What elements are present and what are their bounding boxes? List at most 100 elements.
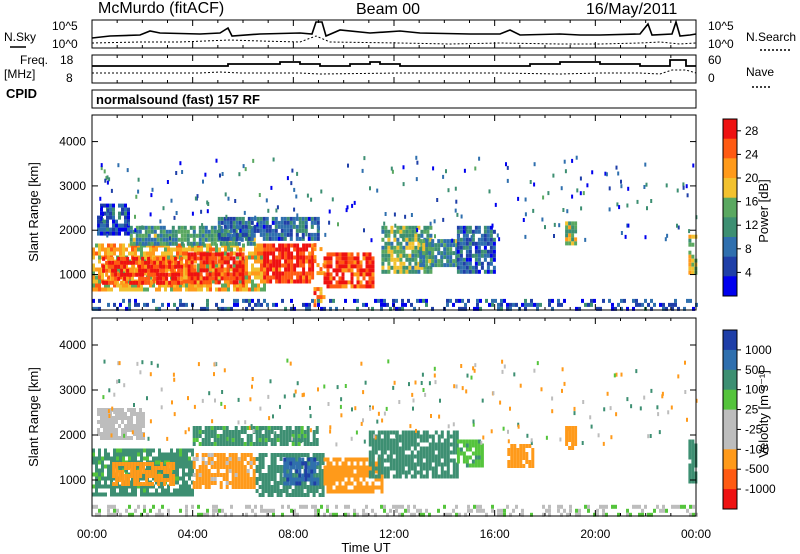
heatmap-cell bbox=[225, 485, 229, 489]
heatmap-cell bbox=[204, 477, 208, 481]
heatmap-cell bbox=[290, 251, 294, 256]
heatmap-cell bbox=[121, 420, 124, 424]
heatmap-cell bbox=[247, 236, 251, 241]
heatmap-cell bbox=[408, 237, 412, 242]
heatmap-cell bbox=[114, 260, 118, 265]
heatmap-cell bbox=[106, 219, 109, 224]
heatmap-cell bbox=[149, 419, 152, 424]
heatmap-cell bbox=[519, 448, 523, 452]
heatmap-cell bbox=[536, 302, 539, 307]
heatmap-cell bbox=[565, 225, 569, 230]
heatmap-cell bbox=[112, 227, 115, 232]
heatmap-cell bbox=[115, 470, 119, 474]
heatmap-cell bbox=[143, 484, 146, 489]
heatmap-cell bbox=[437, 438, 441, 443]
heatmap-cell bbox=[234, 477, 238, 481]
heatmap-cell bbox=[169, 474, 173, 478]
heatmap-cell bbox=[368, 489, 372, 494]
heatmap-cell bbox=[316, 477, 320, 482]
heatmap-cell bbox=[449, 247, 453, 252]
heatmap-cell bbox=[269, 379, 272, 384]
heatmap-cell bbox=[360, 421, 363, 426]
heatmap-cell bbox=[98, 275, 101, 280]
heatmap-cell bbox=[362, 418, 364, 423]
heatmap-cell bbox=[306, 453, 310, 457]
heatmap-cell bbox=[434, 263, 438, 268]
heatmap-cell bbox=[389, 446, 393, 451]
heatmap-cell bbox=[214, 276, 218, 281]
heatmap-cell bbox=[381, 225, 385, 230]
heatmap-cell bbox=[219, 225, 223, 230]
heatmap-cell bbox=[153, 272, 157, 277]
heatmap-cell bbox=[688, 439, 692, 444]
heatmap-cell bbox=[341, 465, 345, 470]
heatmap-cell bbox=[166, 180, 169, 184]
heatmap-cell bbox=[563, 298, 566, 303]
heatmap-cell bbox=[229, 256, 233, 261]
heatmap-cell bbox=[270, 430, 274, 434]
heatmap-cell bbox=[192, 225, 196, 230]
heatmap-cell bbox=[389, 466, 393, 471]
heatmap-cell bbox=[249, 461, 253, 465]
heatmap-cell bbox=[165, 272, 169, 277]
heatmap-cell bbox=[440, 430, 444, 435]
heatmap-cell bbox=[545, 435, 548, 440]
noise-search-line bbox=[91, 35, 697, 45]
heatmap-cell bbox=[323, 264, 327, 269]
heatmap-cell bbox=[310, 216, 314, 221]
heatmap-cell bbox=[257, 302, 260, 307]
heatmap-cell bbox=[179, 476, 182, 481]
heatmap-cell bbox=[222, 442, 226, 446]
heatmap-cell bbox=[384, 212, 387, 216]
heatmap-cell bbox=[688, 250, 692, 255]
heatmap-cell bbox=[124, 416, 127, 420]
heatmap-cell bbox=[261, 493, 265, 497]
heatmap-cell bbox=[395, 438, 399, 443]
heatmap-cell bbox=[261, 477, 265, 481]
heatmap-cell bbox=[462, 233, 466, 238]
heatmap-cell bbox=[341, 268, 345, 273]
heatmap-cell bbox=[225, 457, 229, 461]
heatmap-cell bbox=[329, 512, 332, 517]
heatmap-cell bbox=[140, 476, 143, 481]
heatmap-cell bbox=[298, 224, 302, 229]
heatmap-cell bbox=[293, 306, 296, 311]
heatmap-cell bbox=[465, 249, 469, 254]
heatmap-cell bbox=[240, 485, 244, 489]
heatmap-cell bbox=[267, 438, 271, 442]
heatmap-cell bbox=[290, 243, 294, 248]
heatmap-cell bbox=[328, 220, 331, 225]
heatmap-cell bbox=[273, 442, 277, 446]
heatmap-cell bbox=[127, 428, 130, 432]
heatmap-cell bbox=[284, 251, 288, 256]
heatmap-cell bbox=[528, 460, 532, 464]
heatmap-cell bbox=[142, 420, 145, 424]
heatmap-cell bbox=[283, 232, 287, 237]
heatmap-cell bbox=[201, 453, 205, 457]
colorbar-segment bbox=[723, 197, 737, 218]
heatmap-cell bbox=[270, 469, 274, 473]
heatmap-cell bbox=[159, 276, 163, 281]
heatmap-cell bbox=[130, 436, 133, 440]
heatmap-cell bbox=[286, 477, 290, 482]
heatmap-cell bbox=[118, 203, 121, 208]
heatmap-cell bbox=[197, 283, 200, 288]
heatmap-cell bbox=[172, 474, 176, 478]
heatmap-cell bbox=[419, 474, 423, 479]
heatmap-cell bbox=[128, 504, 131, 509]
heatmap-cell bbox=[437, 243, 441, 248]
heatmap-cell bbox=[477, 257, 481, 262]
heatmap-cell bbox=[390, 229, 394, 234]
heatmap-cell bbox=[480, 261, 484, 266]
heatmap-cell bbox=[414, 229, 418, 234]
colorbar-segment bbox=[723, 217, 737, 238]
heatmap-cell bbox=[350, 252, 354, 257]
heatmap-cell bbox=[149, 283, 152, 288]
heatmap-cell bbox=[108, 260, 112, 265]
heatmap-cell bbox=[437, 454, 441, 459]
heatmap-cell bbox=[386, 470, 390, 475]
heatmap-cell bbox=[446, 430, 450, 435]
heatmap-cell bbox=[368, 280, 372, 285]
heatmap-cell bbox=[459, 447, 463, 452]
heatmap-cell bbox=[243, 426, 247, 430]
